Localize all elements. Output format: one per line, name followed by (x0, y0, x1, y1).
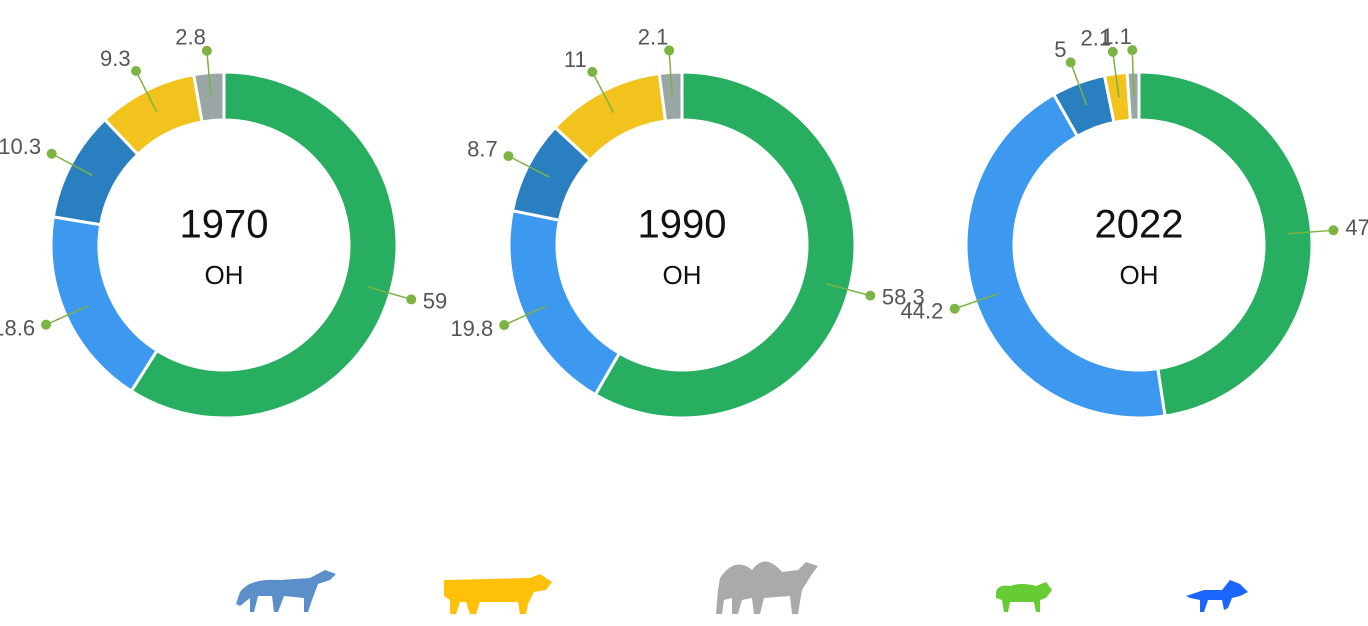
leader-dot (865, 290, 876, 301)
leader-dot (587, 66, 598, 77)
leader-dot (41, 319, 52, 330)
donut-segment (593, 70, 857, 420)
leader-line (954, 292, 999, 310)
data-label: 47.6 (1345, 215, 1368, 240)
leader-dot (1328, 225, 1339, 236)
chart-title: 2022 (1095, 203, 1184, 247)
chart-title: 1990 (638, 203, 727, 247)
donut: 58.3 19.8 8.7 11 2.1 1990 OH (450, 24, 925, 420)
leader-dot (201, 45, 212, 56)
donut: 59 18.6 10.3 9.3 2.8 1970 OH (0, 25, 447, 420)
chart-subtitle: OH (663, 260, 702, 290)
donut-segment (1125, 70, 1141, 122)
leader-line (668, 50, 673, 97)
leader-dot (46, 148, 57, 159)
chart-subtitle: OH (205, 260, 244, 290)
donut: 47.6 44.2 5 2.11.1 2022 OH (901, 24, 1368, 420)
chart-title: 1970 (180, 203, 269, 247)
leader-line (1287, 229, 1334, 235)
donut-segment (507, 208, 622, 397)
horse-icon (236, 570, 336, 612)
donut-segment (49, 215, 160, 394)
leader-dot (664, 45, 675, 56)
leader-line (1111, 51, 1120, 98)
donut-segment (1137, 70, 1314, 418)
data-label: 58.3 (882, 285, 925, 310)
chart-subtitle: OH (1120, 260, 1159, 290)
data-label: 2.8 (175, 25, 206, 50)
leader-dot (1127, 45, 1138, 56)
donut-segment (964, 92, 1167, 420)
leader-line (825, 282, 871, 297)
goat-icon (1186, 580, 1248, 612)
sheep-icon (996, 582, 1052, 612)
leader-dot (131, 65, 142, 76)
data-label: 59 (423, 289, 447, 314)
leader-dot (949, 303, 960, 314)
leader-line (135, 70, 158, 113)
legend-icons (236, 561, 1248, 614)
data-label: 19.8 (450, 316, 493, 341)
leader-line (366, 285, 412, 301)
donut-segment (129, 70, 399, 420)
donut-segment (657, 70, 684, 123)
leader-dot (406, 294, 417, 305)
data-label: 2.1 (638, 24, 669, 49)
data-label: 18.6 (0, 315, 35, 340)
leader-line (45, 305, 89, 326)
camel-icon (716, 561, 818, 614)
leader-dot (503, 151, 514, 162)
data-label: 44.2 (901, 298, 944, 323)
leader-line (1069, 62, 1088, 106)
data-label: 1.1 (1101, 24, 1132, 49)
leader-line (206, 50, 212, 97)
leader-dot (499, 320, 510, 331)
leader-line (51, 153, 93, 176)
leader-line (1131, 50, 1135, 97)
cattle-icon (444, 574, 552, 614)
leader-line (508, 155, 550, 178)
leader-line (503, 305, 547, 326)
donut-segment (191, 70, 226, 124)
data-label: 9.3 (100, 46, 131, 71)
data-label: 5 (1054, 37, 1066, 62)
data-label: 10.3 (0, 134, 41, 159)
data-label: 11 (564, 47, 587, 72)
data-label: 8.7 (467, 136, 498, 161)
leader-line (591, 71, 615, 114)
data-label: 2.1 (1081, 26, 1112, 51)
leader-dot (1065, 57, 1076, 68)
leader-dot (1107, 46, 1118, 57)
